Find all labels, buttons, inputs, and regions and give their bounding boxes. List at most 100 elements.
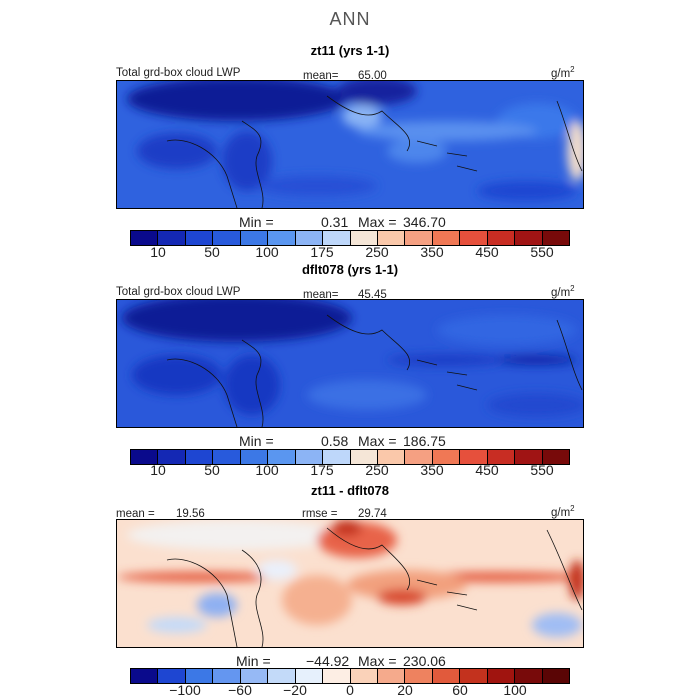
panel1-tick: 100 — [255, 244, 279, 260]
colorbar-swatch — [515, 450, 543, 464]
colorbar-swatch — [350, 669, 378, 683]
colorbar-swatch — [405, 669, 433, 683]
colorbar-swatch — [432, 231, 461, 245]
panel1-mean-label: mean= — [303, 70, 339, 82]
panel1-tick: 350 — [420, 244, 444, 260]
panel3-tick: −20 — [283, 682, 307, 698]
colorbar-swatch — [158, 450, 186, 464]
panel2-map — [116, 299, 584, 428]
colorbar-swatch — [542, 450, 569, 464]
colorbar-swatch — [295, 669, 324, 683]
colorbar-swatch — [542, 669, 569, 683]
figure-title: ANN — [329, 9, 371, 29]
panel3-max-label: Max = — [358, 653, 397, 669]
panel2-max-value: 186.75 — [403, 433, 446, 449]
panel1-variable-label: Total grd-box cloud LWP — [116, 67, 241, 79]
panel2-max-label: Max = — [358, 433, 397, 449]
colorbar-swatch — [487, 450, 516, 464]
colorbar-swatch — [432, 669, 461, 683]
colorbar-swatch — [323, 450, 351, 464]
colorbar-swatch — [542, 231, 569, 245]
panel1-min-label: Min = — [239, 214, 274, 230]
panel3-colorbar — [130, 668, 570, 684]
colorbar-swatch — [487, 669, 516, 683]
colorbar-swatch — [515, 669, 543, 683]
panel3-rmse-value: 29.74 — [358, 508, 387, 520]
panel2-mean-value: 45.45 — [358, 289, 387, 301]
colorbar-swatch — [432, 450, 461, 464]
colorbar-swatch — [268, 450, 296, 464]
panel2-colorbar — [130, 449, 570, 465]
panel1-tick: 175 — [310, 244, 334, 260]
panel2-variable-label: Total grd-box cloud LWP — [116, 286, 241, 298]
colorbar-swatch — [131, 669, 159, 683]
panel3-tick: 60 — [452, 682, 468, 698]
panel3-mean-value: 19.56 — [176, 508, 205, 520]
colorbar-swatch — [268, 231, 296, 245]
colorbar-swatch — [460, 231, 488, 245]
panel2-min-label: Min = — [239, 433, 274, 449]
colorbar-swatch — [377, 669, 406, 683]
panel3-tick: 20 — [397, 682, 413, 698]
colorbar-swatch — [158, 231, 186, 245]
panel1-max-label: Max = — [358, 214, 397, 230]
colorbar-swatch — [460, 450, 488, 464]
colorbar-swatch — [350, 231, 378, 245]
panel3-tick: 0 — [346, 682, 354, 698]
colorbar-swatch — [131, 450, 159, 464]
colorbar-swatch — [185, 669, 214, 683]
panel1-tick: 10 — [150, 244, 166, 260]
panel2-title: dflt078 (yrs 1-1) — [301, 262, 399, 277]
colorbar-swatch — [240, 231, 269, 245]
colorbar-swatch — [213, 669, 241, 683]
panel1-tick: 250 — [365, 244, 389, 260]
colorbar-swatch — [158, 669, 186, 683]
panel2-tick: 50 — [204, 462, 220, 478]
colorbar-swatch — [131, 231, 159, 245]
panel1-map-svg — [117, 81, 583, 208]
panel3-tick: −100 — [169, 682, 201, 698]
panel2-tick: 350 — [420, 462, 444, 478]
colorbar-swatch — [240, 669, 269, 683]
panel2-tick: 550 — [530, 462, 554, 478]
panel1-colorbar — [130, 230, 570, 246]
colorbar-swatch — [213, 231, 241, 245]
colorbar-swatch — [323, 231, 351, 245]
panel3-tick: 100 — [503, 682, 527, 698]
colorbar-swatch — [515, 231, 543, 245]
colorbar-swatch — [240, 450, 269, 464]
colorbar-swatch — [487, 231, 516, 245]
panel2-tick: 100 — [255, 462, 279, 478]
panel3-max-value: 230.06 — [403, 653, 446, 669]
colorbar-swatch — [295, 231, 324, 245]
panel1-mean-value: 65.00 — [358, 70, 387, 82]
colorbar-swatch — [405, 450, 433, 464]
panel1-tick: 50 — [204, 244, 220, 260]
colorbar-swatch — [295, 450, 324, 464]
panel1-tick: 450 — [475, 244, 499, 260]
colorbar-swatch — [405, 231, 433, 245]
colorbar-swatch — [377, 231, 406, 245]
panel2-tick: 175 — [310, 462, 334, 478]
panel3-tick: −60 — [228, 682, 252, 698]
panel1-unit: g/m2 — [551, 65, 575, 80]
panel2-tick: 10 — [150, 462, 166, 478]
panel3-min-value: −44.92 — [306, 653, 350, 669]
panel1-max-value: 346.70 — [403, 214, 446, 230]
panel2-min-value: 0.58 — [321, 433, 349, 449]
panel1-min-value: 0.31 — [321, 214, 349, 230]
panel3-map-svg — [117, 520, 583, 647]
panel3-map — [116, 519, 584, 648]
panel3-unit: g/m2 — [551, 504, 575, 519]
colorbar-swatch — [268, 669, 296, 683]
colorbar-swatch — [213, 450, 241, 464]
panel2-unit: g/m2 — [551, 284, 575, 299]
colorbar-swatch — [185, 450, 214, 464]
panel2-tick: 250 — [365, 462, 389, 478]
colorbar-swatch — [460, 669, 488, 683]
panel3-rmse-label: rmse = — [302, 508, 338, 520]
colorbar-swatch — [350, 450, 378, 464]
panel3-title: zt11 - dflt078 — [310, 483, 390, 498]
colorbar-swatch — [185, 231, 214, 245]
colorbar-swatch — [323, 669, 351, 683]
